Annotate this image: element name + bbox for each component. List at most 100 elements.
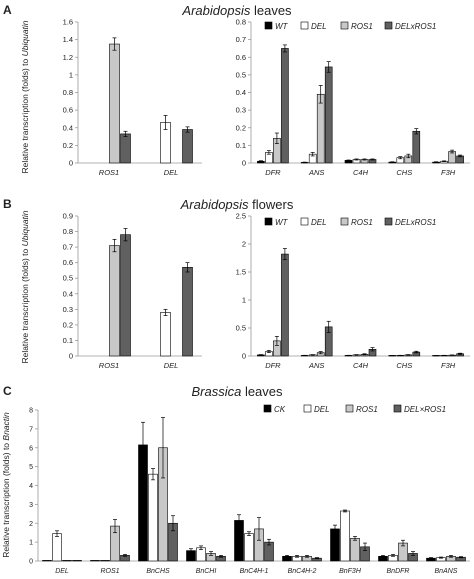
legend-b: WT DEL ROS1 DELxROS1 bbox=[264, 217, 436, 227]
chart-a-right: 0 0.1 0.2 0.3 0.4 0.5 0.6 0.7 0.8 DFR ANS C4H CHS F3H bbox=[236, 18, 470, 177]
y-tick-label: 0.9 bbox=[63, 212, 73, 221]
bar-ros1-delxros1 bbox=[120, 133, 131, 164]
x-tick-label-f3h: F3H bbox=[441, 168, 456, 177]
x-tick-label-ans: ANS bbox=[308, 168, 324, 177]
y-tick-label: 1 bbox=[29, 540, 33, 547]
bar-dfr-delxros1 bbox=[281, 253, 289, 357]
bar-bnf3h-ros1 bbox=[350, 538, 360, 562]
y-tick-label: 5 bbox=[29, 464, 33, 471]
x-tick-label-del: DEL bbox=[164, 361, 179, 370]
y-tick-label: 1 bbox=[69, 70, 73, 79]
bar-ros1-ros1 bbox=[109, 245, 120, 357]
panel-title-c: Brassica leaves bbox=[191, 384, 283, 399]
bar-del-delxros1 bbox=[182, 267, 193, 357]
legend-label-delxros1: DEL×ROS1 bbox=[404, 405, 446, 414]
x-tick-label-dfr: DFR bbox=[265, 168, 281, 177]
x-tick-label-ros1: ROS1 bbox=[100, 568, 119, 575]
legend-swatch-ros1 bbox=[345, 404, 354, 413]
y-tick-label: 0.7 bbox=[63, 243, 73, 252]
x-tick-label-bnc4h-1: BnC4H-1 bbox=[240, 568, 269, 575]
y-tick-label: 0 bbox=[69, 159, 73, 168]
y-tick-label: 0.6 bbox=[63, 258, 73, 267]
y-tick-label: 0.5 bbox=[236, 324, 246, 333]
legend-swatch-wt bbox=[264, 21, 273, 30]
legend-swatch-del bbox=[300, 21, 309, 30]
bar-bnf3h-del bbox=[340, 510, 350, 562]
x-tick-label-chs: CHS bbox=[396, 361, 412, 370]
x-tick-label-dfr: DFR bbox=[265, 361, 281, 370]
x-tick-label-ros1: ROS1 bbox=[99, 361, 119, 370]
bar-bnc4h-1-ck bbox=[234, 520, 244, 562]
bar-del-del bbox=[160, 312, 171, 357]
y-tick-label: 2 bbox=[29, 521, 33, 528]
y-tick-label: 1 bbox=[242, 296, 246, 305]
chart-c: 0 1 2 3 4 5 6 7 8 DEL ROS1 BnCHS BnCHI BnC4H-1 BnC4H-2… bbox=[29, 408, 470, 575]
y-tick-label: 0 bbox=[242, 159, 246, 168]
y-tick-label: 7 bbox=[29, 426, 33, 433]
y-tick-label: 1.4 bbox=[63, 35, 73, 44]
y-tick-label: 0 bbox=[69, 352, 73, 361]
legend-label-del: DEL bbox=[314, 405, 330, 414]
bar-ros1-ck bbox=[90, 560, 100, 562]
x-tick-label-del: DEL bbox=[164, 168, 179, 177]
legend-swatch-wt bbox=[264, 217, 273, 226]
bar-dfr-delxros1 bbox=[281, 48, 289, 164]
legend-label-wt: WT bbox=[275, 218, 289, 227]
legend-label-delxros1: DELxROS1 bbox=[395, 22, 436, 31]
bar-bnchs-del bbox=[148, 473, 158, 562]
y-tick-label: 0.3 bbox=[63, 305, 73, 314]
y-tick-label: 0.2 bbox=[63, 141, 73, 150]
bar-bnf3h-ck bbox=[330, 528, 340, 562]
bar-del-ros1 bbox=[62, 560, 72, 562]
legend-swatch-delxros1 bbox=[384, 217, 393, 226]
x-tick-label-f3h: F3H bbox=[441, 361, 456, 370]
legend-swatch-ck bbox=[263, 404, 272, 413]
chart-b-left: 0 0.1 0.2 0.3 0.4 0.5 0.6 0.7 0.8 0.9 ROS1 DEL bbox=[63, 212, 202, 370]
y-tick-label: 2.5 bbox=[236, 212, 246, 221]
y-tick-label: 0.7 bbox=[236, 35, 246, 44]
y-tick-label: 8 bbox=[29, 408, 33, 415]
bar-del-delxros1 bbox=[72, 560, 82, 562]
panel-letter-c: C bbox=[3, 384, 12, 398]
bar-ans-ros1 bbox=[316, 93, 325, 164]
y-tick-label: 0 bbox=[29, 559, 33, 566]
bar-del-delxros1 bbox=[182, 129, 193, 164]
x-tick-label-c4h: C4H bbox=[353, 168, 369, 177]
legend-label-ros1: ROS1 bbox=[351, 22, 373, 31]
bar-del-ck bbox=[42, 560, 52, 562]
x-tick-label-bnchi: BnCHI bbox=[196, 568, 217, 575]
legend-label-del: DEL bbox=[311, 218, 327, 227]
legend-swatch-ros1 bbox=[340, 217, 349, 226]
y-tick-label: 0.3 bbox=[236, 106, 246, 115]
panel-letter-a: A bbox=[3, 3, 12, 17]
x-tick-label-del: DEL bbox=[55, 568, 69, 575]
y-tick-label: 0.4 bbox=[236, 88, 246, 97]
bar-ros1-ros1 bbox=[109, 43, 120, 164]
legend-swatch-ros1 bbox=[340, 21, 349, 30]
legend-label-ros1: ROS1 bbox=[356, 405, 378, 414]
y-tick-label: 1.5 bbox=[236, 268, 246, 277]
chart-a-left: 0 0.2 0.4 0.6 0.8 1 1.2 1.4 1.6 ROS1 DEL bbox=[63, 18, 202, 177]
ylabel-b: Relative transcription (folds) to Ubiqua… bbox=[20, 210, 30, 363]
y-tick-label: 0.1 bbox=[63, 336, 73, 345]
x-tick-label-chs: CHS bbox=[396, 168, 412, 177]
legend-swatch-delxros1 bbox=[393, 404, 402, 413]
x-tick-label-bnf3h: BnF3H bbox=[339, 568, 362, 575]
y-tick-label: 6 bbox=[29, 445, 33, 452]
y-tick-label: 0.4 bbox=[63, 123, 73, 132]
y-tick-label: 1.6 bbox=[63, 18, 73, 27]
y-tick-label: 2 bbox=[242, 240, 246, 249]
legend-a: WT DEL ROS1 DELxROS1 bbox=[264, 21, 436, 31]
ylabel-c: Relative transcription (folds) to Bnacti… bbox=[1, 412, 11, 558]
x-tick-label-c4h: C4H bbox=[353, 361, 369, 370]
y-tick-label: 0 bbox=[242, 352, 246, 361]
bar-ans-delxros1 bbox=[324, 66, 333, 164]
ylabel-a: Relative transcription (folds) to Ubiqua… bbox=[20, 20, 30, 173]
y-tick-label: 3 bbox=[29, 502, 33, 509]
y-tick-label: 0.1 bbox=[236, 141, 246, 150]
bar-chs-delxros1 bbox=[412, 130, 421, 164]
y-tick-label: 0.8 bbox=[63, 227, 73, 236]
panel-title-a: Arabidopsis leaves bbox=[181, 3, 292, 18]
legend-swatch-del bbox=[300, 217, 309, 226]
